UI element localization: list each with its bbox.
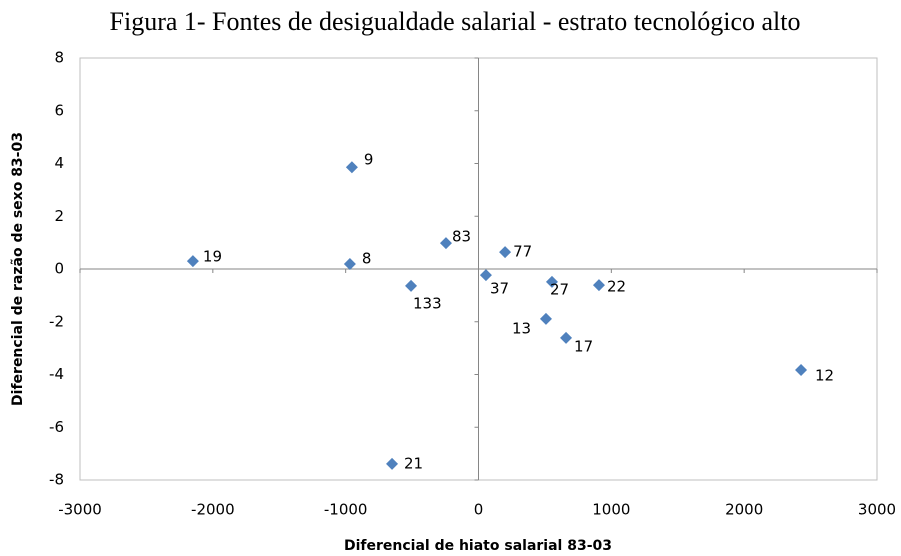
point-label: 77 — [513, 243, 532, 261]
x-tick-label: 0 — [474, 501, 484, 519]
y-tick-label: 8 — [54, 49, 64, 67]
x-tick-label: 3000 — [858, 501, 896, 519]
point — [405, 279, 418, 292]
y-tick-label: 0 — [54, 260, 64, 278]
point — [499, 246, 512, 259]
point-label: 13 — [512, 319, 531, 337]
x-tick-label: 2000 — [725, 501, 763, 519]
x-tick-label: -3000 — [58, 501, 102, 519]
point — [479, 269, 492, 282]
y-tick-label: 4 — [54, 154, 64, 172]
point-label: 17 — [574, 337, 593, 355]
x-axis-title: Diferencial de hiato salarial 83-03 — [344, 538, 612, 554]
point — [386, 457, 399, 470]
y-tick-label: -2 — [49, 312, 64, 330]
x-tick-label: -2000 — [191, 501, 235, 519]
y-tick-label: 6 — [54, 101, 64, 119]
point — [343, 257, 356, 270]
y-tick-label: 2 — [54, 207, 64, 225]
y-tick-label: -8 — [49, 471, 64, 489]
point — [795, 364, 808, 377]
point — [560, 331, 573, 344]
x-tick-label: 1000 — [592, 501, 630, 519]
point-label: 133 — [413, 294, 442, 312]
point-label: 21 — [404, 454, 423, 472]
point-label: 8 — [362, 249, 372, 267]
point — [539, 312, 552, 325]
point — [345, 161, 358, 174]
point — [186, 255, 199, 268]
point — [545, 275, 558, 288]
point-label: 37 — [490, 280, 509, 298]
y-tick-label: -4 — [49, 365, 64, 383]
point-label: 12 — [815, 367, 834, 385]
y-axis-title: Diferencial de razão de sexo 83-03 — [10, 132, 26, 406]
chart-title: Figura 1- Fontes de desigualdade salaria… — [110, 7, 801, 36]
point — [592, 279, 605, 292]
point-label: 27 — [550, 280, 569, 298]
point-label: 22 — [607, 278, 626, 296]
point-label: 83 — [452, 228, 471, 246]
point-label: 9 — [364, 151, 374, 169]
point — [439, 237, 452, 250]
point-label: 19 — [203, 248, 222, 266]
y-tick-label: -6 — [49, 418, 64, 436]
x-tick-label: -1000 — [324, 501, 368, 519]
